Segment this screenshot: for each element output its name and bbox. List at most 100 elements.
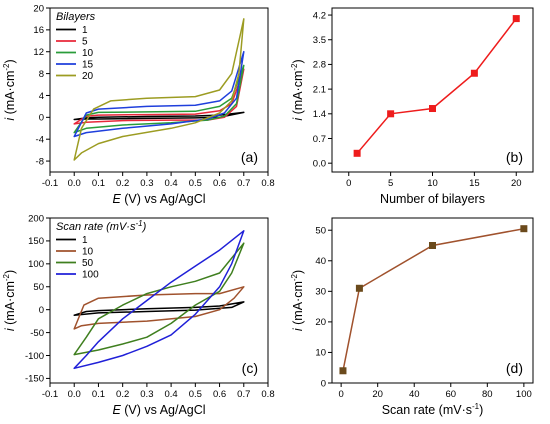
series-line <box>356 18 517 154</box>
x-tick-label: 0.4 <box>165 178 178 189</box>
x-tick-label: 0.1 <box>92 389 105 400</box>
y-axis-label: i (mA·cm-2) <box>2 270 17 331</box>
y-tick-label: -50 <box>30 328 44 339</box>
series-line <box>342 227 525 371</box>
x-tick-label: 0.0 <box>68 389 81 400</box>
x-tick-label: -0.1 <box>42 389 58 400</box>
y-tick-label: 2.8 <box>313 60 326 71</box>
x-tick-label: 0.5 <box>189 178 202 189</box>
data-point <box>355 284 363 292</box>
x-tick-label: 20 <box>511 178 522 189</box>
x-tick-label: 15 <box>469 178 480 189</box>
y-tick-label: 50 <box>33 282 44 293</box>
legend-label-100: 100 <box>82 270 99 281</box>
panel-label: (c) <box>242 360 258 376</box>
y-tick-label: -8 <box>36 156 44 167</box>
x-tick-label: 0.4 <box>165 389 178 400</box>
data-point <box>429 242 436 249</box>
x-tick-label: 0.7 <box>237 178 250 189</box>
y-tick-label: 150 <box>28 236 44 247</box>
y-tick-label: -4 <box>36 135 44 146</box>
y-tick-label: 1.4 <box>313 109 326 120</box>
plot-area <box>73 18 245 161</box>
y-tick-label: 3.5 <box>313 35 326 46</box>
y-axis-label: i (mA·cm-2) <box>2 59 17 120</box>
x-tick-label: 10 <box>427 178 438 189</box>
series-line-1 <box>73 111 245 121</box>
x-axis-label: Number of bilayers <box>380 192 485 206</box>
x-axis-label: E (V) vs Ag/AgCl <box>112 192 205 206</box>
plot-frame <box>49 7 269 173</box>
x-tick-label: 20 <box>372 389 383 400</box>
legend-label-1: 1 <box>82 25 88 36</box>
legend-label-20: 20 <box>82 71 94 82</box>
x-tick-label: 0.5 <box>189 389 202 400</box>
x-axis-label: E (V) vs Ag/AgCl <box>112 403 205 417</box>
x-tick-label: 0.2 <box>116 389 129 400</box>
data-point <box>512 15 520 23</box>
x-tick-label: 0.8 <box>261 178 274 189</box>
data-point <box>429 105 436 113</box>
series-line-10 <box>73 64 245 134</box>
x-tick-label: 0.0 <box>68 178 81 189</box>
series-line-50 <box>73 242 245 356</box>
x-tick-label: 0 <box>346 178 351 189</box>
panel-label: (a) <box>241 149 258 165</box>
y-tick-label: 16 <box>33 25 44 36</box>
y-axis-label: i (mA·cm-2) <box>290 59 305 120</box>
legend-title: Bilayers <box>56 11 96 23</box>
y-tick-label: 40 <box>315 256 326 267</box>
data-point <box>470 69 478 77</box>
plot-area <box>342 227 525 371</box>
legend-label-1: 1 <box>82 235 88 246</box>
plot-frame <box>331 217 534 384</box>
y-tick-label: 4.2 <box>313 10 326 21</box>
legend-label-15: 15 <box>82 60 94 71</box>
y-tick-label: 50 <box>315 226 326 237</box>
panel-label: (d) <box>506 360 523 376</box>
x-tick-label: -0.1 <box>42 178 58 189</box>
data-point <box>339 367 347 375</box>
chart-panel-d: 0 20 40 60 80 100 0 10 20 30 40 50 i (mA·cm-2) Scan r… <box>290 217 534 417</box>
plot-area <box>356 18 517 154</box>
x-tick-label: 100 <box>516 389 532 400</box>
chart-panel-b: 0 5 10 15 20 0.0 0.7 1.4 2.1 2.8 3.5 4.2 i (mA·cm-2)… <box>290 7 534 206</box>
x-tick-label: 5 <box>388 178 393 189</box>
y-tick-label: 100 <box>28 259 44 270</box>
series-line-20 <box>73 18 245 161</box>
x-tick-label: 40 <box>409 389 420 400</box>
y-tick-label: 2.1 <box>313 84 326 95</box>
y-tick-label: 20 <box>33 3 44 14</box>
y-tick-label: 0 <box>39 305 44 316</box>
y-tick-label: 0 <box>321 378 326 389</box>
x-tick-label: 0.2 <box>116 178 129 189</box>
y-tick-label: 200 <box>28 213 44 224</box>
chart-panel-a: -0.1 0.0 0.1 0.2 0.3 0.4 0.5 0.6 0.7 0.8-8-404812… <box>2 3 275 206</box>
x-tick-label: 60 <box>445 389 456 400</box>
plot-frame <box>49 217 269 384</box>
x-tick-label: 0.6 <box>213 178 226 189</box>
series-line-1 <box>73 301 245 316</box>
y-tick-label: 0.0 <box>313 158 326 169</box>
panel-label: (b) <box>506 149 523 165</box>
x-tick-label: 0.3 <box>140 178 153 189</box>
y-tick-label: 30 <box>315 287 326 298</box>
y-tick-label: 0.7 <box>313 134 326 145</box>
series-line-10 <box>73 286 245 330</box>
x-tick-label: 0.6 <box>213 389 226 400</box>
y-axis-label: i (mA·cm-2) <box>290 270 305 331</box>
y-tick-label: 8 <box>39 69 44 80</box>
x-tick-label: 0.1 <box>92 178 105 189</box>
x-tick-label: 0.7 <box>237 389 250 400</box>
data-point <box>387 110 395 118</box>
y-tick-label: -150 <box>25 374 44 385</box>
y-tick-label: -100 <box>25 351 44 362</box>
y-tick-label: 20 <box>315 317 326 328</box>
y-tick-label: 4 <box>39 91 44 102</box>
legend-label-10: 10 <box>82 247 94 258</box>
x-tick-label: 80 <box>482 389 493 400</box>
x-tick-label: 0.3 <box>140 389 153 400</box>
legend-title: Scan rate (mV·s-1) <box>56 219 147 233</box>
legend-label-10: 10 <box>82 48 94 59</box>
